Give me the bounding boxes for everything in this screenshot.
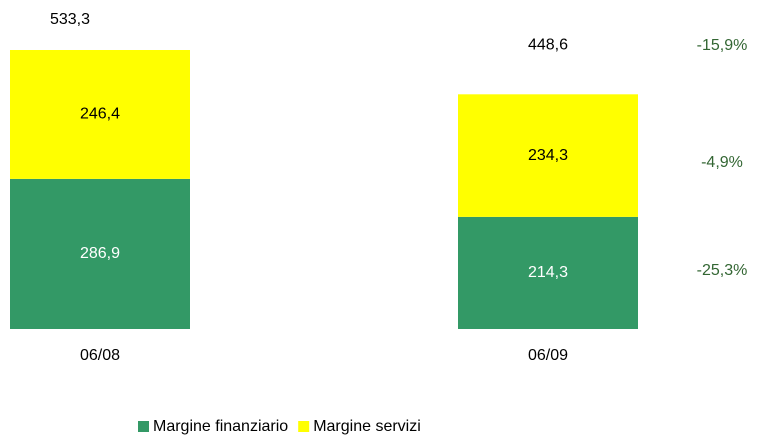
bar-segment	[10, 50, 190, 179]
total-label: 448,6	[528, 37, 568, 54]
legend-label: Margine servizi	[313, 418, 421, 435]
bar-segment	[458, 94, 638, 217]
x-tick-label: 06/08	[80, 347, 120, 364]
bar-segment	[10, 178, 190, 329]
value-label: 246,4	[80, 106, 120, 123]
total-label: 533,3	[50, 11, 90, 28]
annotation: -15,9%	[697, 37, 748, 54]
legend-label: Margine finanziario	[153, 418, 288, 435]
legend-swatch	[138, 421, 149, 432]
annotation: -4,9%	[701, 154, 743, 171]
x-tick-label: 06/09	[528, 347, 568, 364]
bar-segment	[458, 216, 638, 329]
annotation: -25,3%	[697, 262, 748, 279]
value-label: 286,9	[80, 245, 120, 262]
legend-swatch	[298, 421, 310, 432]
value-label: 214,3	[528, 264, 568, 281]
value-label: 234,3	[528, 147, 568, 164]
